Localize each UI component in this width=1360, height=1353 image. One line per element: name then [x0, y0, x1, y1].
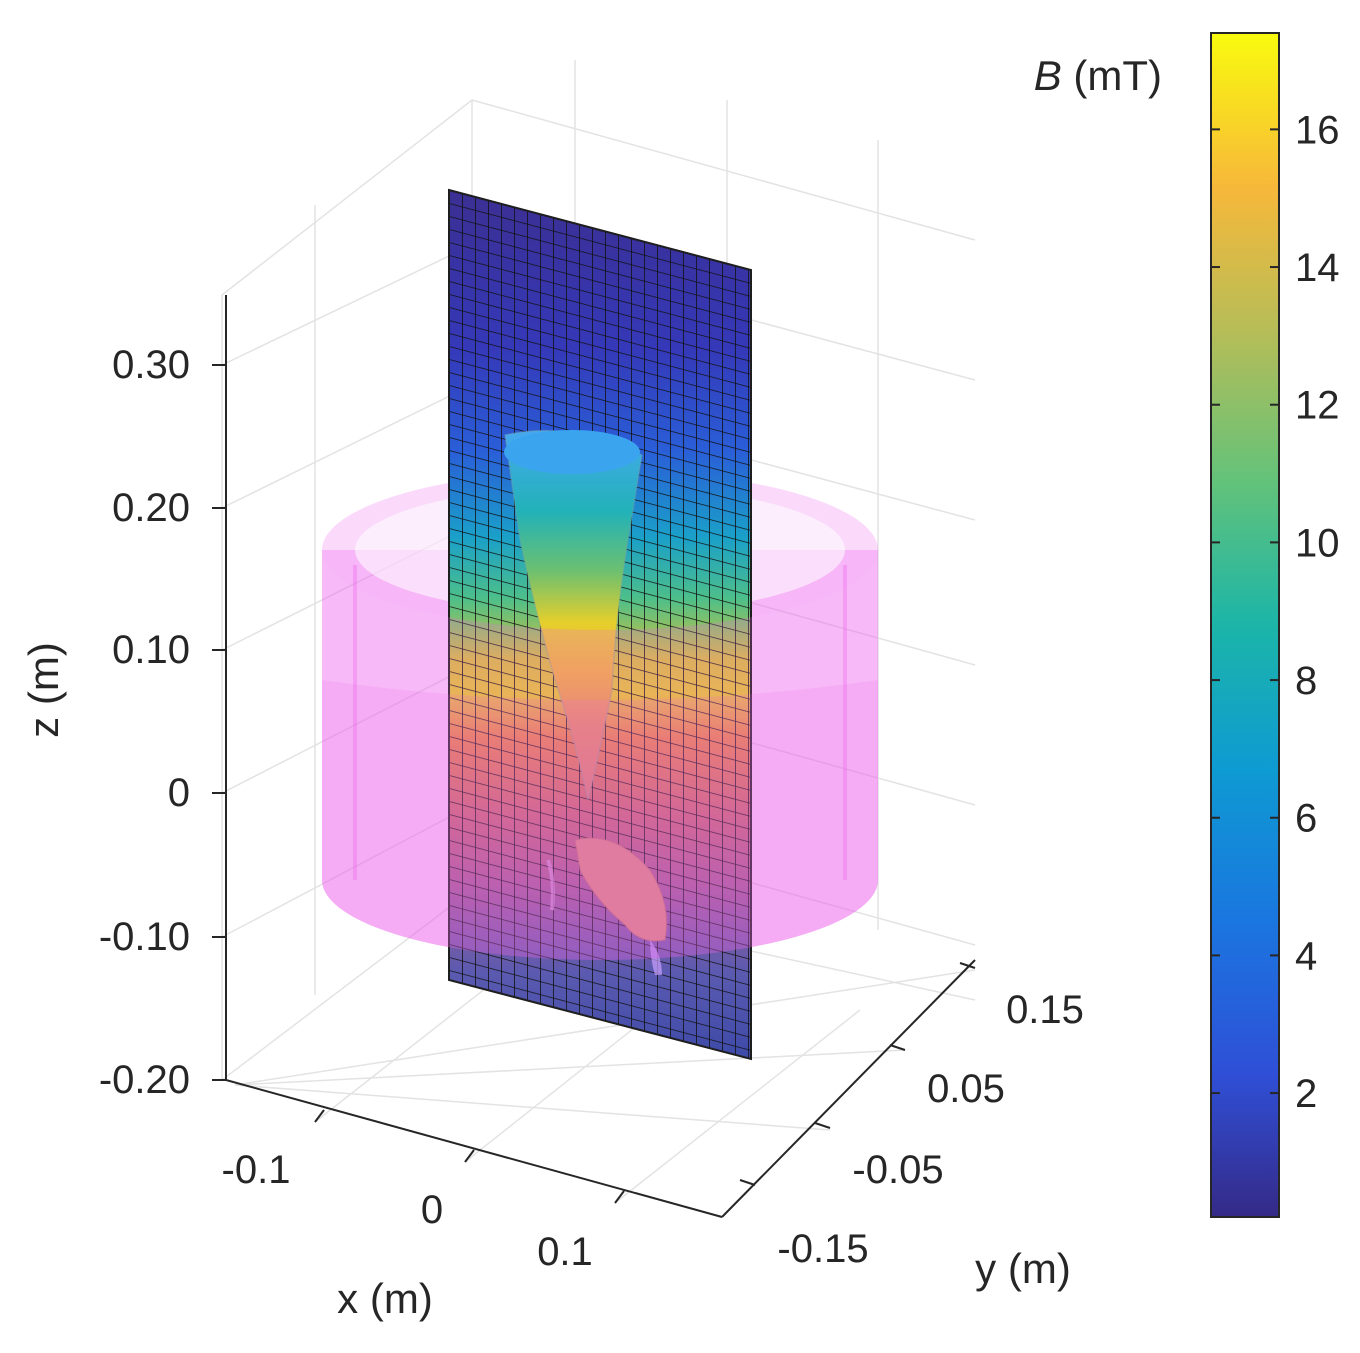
x-ticks: -0.1 0 0.1 x (m): [222, 1109, 625, 1322]
y-axis-label: y (m): [975, 1245, 1071, 1292]
isosurface: [504, 429, 668, 975]
x-tick-label: -0.1: [222, 1148, 291, 1192]
z-tick-label: -0.10: [99, 915, 190, 959]
colorbar: B (mT) 2 4 6 8 10 12 14 16: [1034, 32, 1340, 1218]
y-tick-label: 0.05: [927, 1067, 1005, 1111]
x-tick-label: 0: [421, 1188, 443, 1232]
z-tick-label: 0.20: [112, 486, 190, 530]
z-tick-label: 0.10: [112, 628, 190, 672]
z-ticks: -0.20 -0.10 0 0.10 0.20 0.30 z (m): [20, 343, 226, 1102]
y-axis-line: [721, 959, 976, 1218]
colorbar-title-unit: (mT): [1062, 52, 1162, 99]
colorbar-tick-label: 4: [1295, 934, 1317, 978]
z-tick-label: 0: [168, 771, 190, 815]
x-axis-line: [225, 1079, 723, 1218]
colorbar-tick-label: 6: [1295, 797, 1317, 841]
colorbar-tick-label: 10: [1295, 521, 1340, 565]
y-ticks: -0.15 -0.05 0.05 0.15 y (m): [739, 962, 1084, 1292]
z-axis-label: z (m): [20, 642, 67, 738]
colorbar-title: B (mT): [1034, 52, 1162, 99]
colorbar-tick-label: 12: [1295, 384, 1340, 428]
x-tick-label: 0.1: [537, 1230, 593, 1274]
y-tick-label: -0.05: [852, 1148, 943, 1192]
y-tick-label: -0.15: [777, 1227, 868, 1271]
colorbar-gradient: [1210, 32, 1280, 1218]
cylinder-front: [322, 550, 878, 960]
colorbar-ticks: 2 4 6 8 10 12 14 16: [1211, 108, 1340, 1116]
colorbar-tick-label: 2: [1295, 1072, 1317, 1116]
x-axis-label: x (m): [337, 1275, 433, 1322]
colorbar-title-symbol: B: [1034, 52, 1062, 99]
z-tick-label: -0.20: [99, 1058, 190, 1102]
colorbar-tick-label: 14: [1295, 246, 1340, 290]
z-tick-label: 0.30: [112, 343, 190, 387]
colorbar-tick-label: 16: [1295, 108, 1340, 152]
colorbar-tick-label: 8: [1295, 659, 1317, 703]
y-tick-label: 0.15: [1006, 988, 1084, 1032]
